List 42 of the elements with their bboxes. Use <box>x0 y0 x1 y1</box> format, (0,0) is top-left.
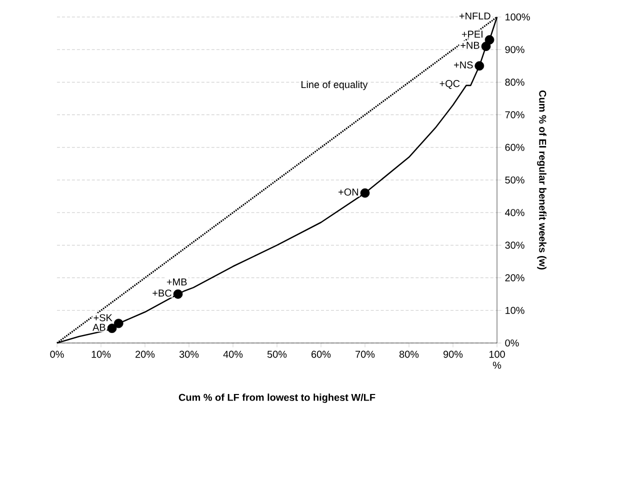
annotation: +NFLD <box>459 12 490 20</box>
y-axis-title: Cum % of EI regular benefit weeks (w) <box>537 90 546 270</box>
x-axis-title: Cum % of LF from lowest to highest W/LF <box>178 394 376 403</box>
annotation: +BC <box>152 290 172 297</box>
point <box>474 61 484 71</box>
point <box>484 35 494 44</box>
point <box>114 318 124 328</box>
annotation: +QC <box>440 80 460 89</box>
annotation: +NS <box>454 61 473 68</box>
x-tick-label: 100 % <box>489 350 505 369</box>
annotation: Line of equality <box>302 80 368 90</box>
annotation: +SK <box>94 314 112 322</box>
x-tick-label: 30% <box>179 350 199 358</box>
annotation: +MB <box>166 278 187 286</box>
y-tick-label: 30% <box>505 242 524 249</box>
y-tick-label: 60% <box>505 144 524 151</box>
y-tick-label: 100% <box>506 13 530 21</box>
y-tick-label: 10% <box>506 306 524 314</box>
x-tick-label: 90% <box>444 350 463 358</box>
x-tick-label: 40% <box>223 350 243 358</box>
x-tick-label: 20% <box>136 350 155 358</box>
x-tick-label: 0% <box>50 350 64 358</box>
annotation: +ON <box>338 188 358 196</box>
y-tick-label: 0% <box>505 339 519 347</box>
annotation: AB <box>92 324 106 331</box>
x-tick-label: 60% <box>312 350 331 358</box>
y-tick-label: 70% <box>505 111 524 118</box>
y-tick-label: 50% <box>505 176 524 184</box>
annotation: +NB <box>460 42 480 49</box>
x-tick-label: 10% <box>92 350 111 358</box>
annotation: +PEI <box>462 30 482 38</box>
y-tick-label: 20% <box>505 274 524 282</box>
point <box>360 188 370 198</box>
point <box>481 42 491 52</box>
x-tick-label: 70% <box>356 350 375 358</box>
point <box>107 324 117 334</box>
x-tick-label: 80% <box>399 350 419 358</box>
y-tick-label: 90% <box>505 46 524 54</box>
y-tick-label: 40% <box>505 209 524 216</box>
point <box>173 289 183 299</box>
x-tick-label: 50% <box>267 350 287 358</box>
y-tick-label: 80% <box>505 78 524 86</box>
